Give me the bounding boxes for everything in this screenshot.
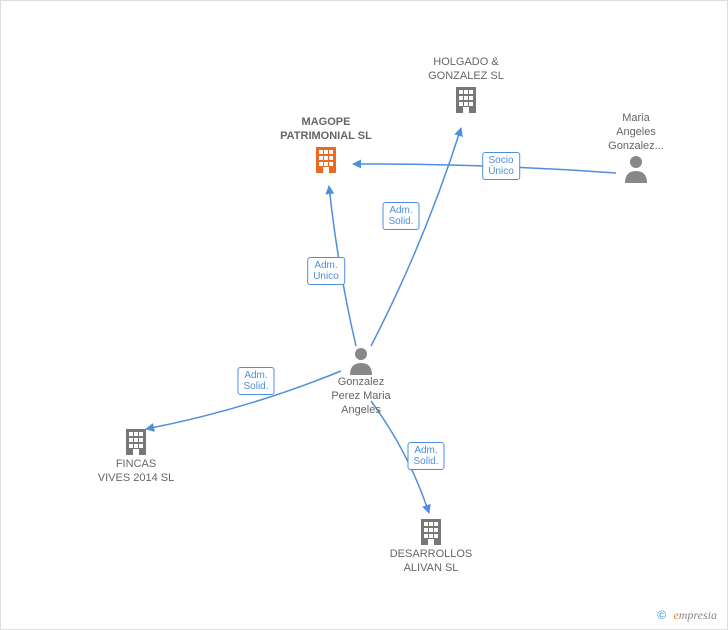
footer-credit: © empresia	[657, 608, 717, 623]
node-maria[interactable]: Maria Angeles Gonzalez...	[581, 111, 691, 183]
copyright-symbol: ©	[657, 608, 666, 622]
node-label: HOLGADO & GONZALEZ SL	[411, 55, 521, 83]
edge-label: Adm. Solid.	[407, 442, 444, 470]
node-holgado[interactable]: HOLGADO & GONZALEZ SL	[411, 55, 521, 115]
brand-rest: mpresia	[679, 608, 717, 622]
building-icon	[450, 83, 482, 115]
diagram-canvas: MAGOPE PATRIMONIAL SL HOLGADO & GONZALEZ…	[0, 0, 728, 630]
building-icon	[415, 515, 447, 547]
node-gonzalez[interactable]: Gonzalez Perez Maria Angeles	[306, 345, 416, 417]
person-icon	[621, 153, 651, 183]
edge-label: Adm. Unico	[307, 257, 345, 285]
node-magope[interactable]: MAGOPE PATRIMONIAL SL	[271, 115, 381, 175]
node-label: Maria Angeles Gonzalez...	[581, 111, 691, 153]
node-label: MAGOPE PATRIMONIAL SL	[271, 115, 381, 143]
person-icon	[346, 345, 376, 375]
node-fincas[interactable]: FINCAS VIVES 2014 SL	[81, 425, 191, 485]
node-label: FINCAS VIVES 2014 SL	[81, 457, 191, 485]
edge-label: Adm. Solid.	[382, 202, 419, 230]
edge-label: Socio Único	[482, 152, 520, 180]
node-label: DESARROLLOS ALIVAN SL	[376, 547, 486, 575]
edge	[371, 128, 461, 346]
building-icon	[120, 425, 152, 457]
edge-label: Adm. Solid.	[237, 367, 274, 395]
node-desarrollos[interactable]: DESARROLLOS ALIVAN SL	[376, 515, 486, 575]
edges-layer	[1, 1, 728, 630]
building-icon	[310, 143, 342, 175]
node-label: Gonzalez Perez Maria Angeles	[306, 375, 416, 417]
